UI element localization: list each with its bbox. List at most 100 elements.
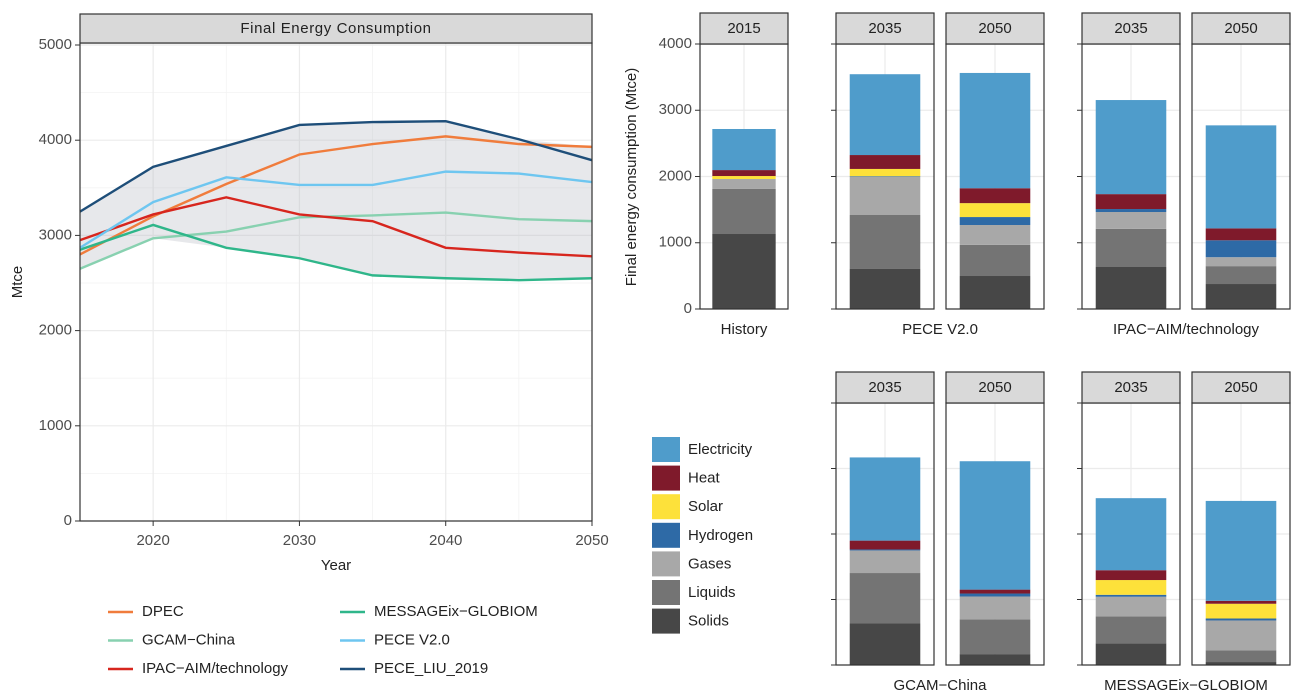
strip: [1081, 12, 1181, 45]
panel-background: [80, 43, 592, 521]
bar-segment: [849, 550, 921, 574]
group-label: PECE V2.0: [902, 321, 978, 338]
y-tick-label: 0: [684, 300, 692, 317]
x-axis-label: Year: [321, 557, 351, 574]
bar-segment: [1205, 662, 1277, 665]
bar-segment: [1095, 570, 1167, 581]
x-tick-label: 2030: [283, 532, 316, 549]
series-line: [79, 119, 593, 213]
bar-segment: [1095, 643, 1167, 665]
bar-segment: [959, 589, 1031, 594]
bar-segment: [959, 188, 1031, 204]
bar-segment: [1205, 266, 1277, 285]
facet-label: 2050: [978, 20, 1011, 37]
bar-segment: [1205, 600, 1277, 604]
bar-segment: [849, 168, 921, 177]
x-tick-label: 2050: [575, 532, 608, 549]
bar-segment: [712, 188, 776, 235]
bar-segment: [959, 203, 1031, 218]
bar-segment: [1095, 194, 1167, 210]
legend-swatch: [652, 608, 680, 634]
y-tick-label: 1000: [659, 234, 692, 251]
group-label: GCAM−China: [894, 677, 988, 694]
bar-segment: [1205, 257, 1277, 267]
bar-segment: [959, 244, 1031, 277]
bar-segment: [849, 457, 921, 541]
bar-segment: [959, 217, 1031, 225]
bar-segment: [959, 593, 1031, 597]
legend-label: GCAM−China: [142, 631, 236, 648]
legend-label: Heat: [688, 470, 721, 487]
bar-segment: [712, 170, 776, 177]
legend-label: IPAC−AIM/technology: [142, 660, 289, 677]
bar-segment: [849, 573, 921, 624]
series-line: [79, 211, 593, 270]
strip: [835, 12, 935, 45]
bar-segment: [959, 224, 1031, 245]
series-line: [79, 223, 593, 282]
legend-label: MESSAGEix−GLOBIOM: [374, 603, 538, 620]
strip: [945, 371, 1045, 404]
bar-segment: [1205, 240, 1277, 258]
y-tick-label: 4000: [39, 131, 72, 148]
bar-segment: [1095, 580, 1167, 595]
bar-segment: [712, 176, 776, 180]
facet-label: 2035: [868, 379, 901, 396]
facet-label: 2035: [1114, 379, 1147, 396]
bar-segment: [959, 461, 1031, 590]
bar-segment: [849, 549, 921, 551]
y-tick-label: 1000: [39, 417, 72, 434]
bar-segment: [712, 234, 776, 309]
strip: [945, 12, 1045, 45]
bar-segment: [1205, 125, 1277, 229]
facet-label: 2015: [727, 20, 760, 37]
facet-label: 2050: [978, 379, 1011, 396]
bar-segment: [959, 596, 1031, 620]
series-line: [79, 170, 593, 249]
strip: [1191, 12, 1291, 45]
bar-segment: [1095, 498, 1167, 571]
bar-segment: [712, 179, 776, 189]
bar-segment: [1095, 228, 1167, 267]
series-line: [79, 196, 593, 258]
legend-label: Electricity: [688, 441, 753, 458]
bar-segment: [712, 128, 776, 171]
bar-segment: [849, 540, 921, 550]
bar-segment: [959, 276, 1031, 309]
legend-label: Solids: [688, 613, 729, 630]
bar-segment: [1205, 618, 1277, 621]
chart-title: Final Energy Consumption: [240, 20, 431, 37]
legend-label: Solar: [688, 498, 723, 515]
x-tick-label: 2020: [136, 532, 169, 549]
bar-segment: [849, 176, 921, 177]
range-ribbon: [80, 121, 592, 281]
bar-segment: [849, 155, 921, 169]
legend-label: Liquids: [688, 584, 736, 601]
y-tick-label: 2000: [659, 167, 692, 184]
strip: [835, 371, 935, 404]
bar-segment: [1205, 603, 1277, 619]
facet-label: 2035: [1114, 20, 1147, 37]
strip: [79, 13, 593, 44]
bar-segment: [849, 268, 921, 309]
strip: [1191, 371, 1291, 404]
y-tick-label: 5000: [39, 36, 72, 53]
bar-segment: [849, 623, 921, 665]
x-tick-label: 2040: [429, 532, 462, 549]
bar-segment: [1205, 500, 1277, 601]
legend-label: DPEC: [142, 603, 184, 620]
bar-segment: [1095, 266, 1167, 309]
group-label: IPAC−AIM/technology: [1113, 321, 1260, 338]
bar-segment: [849, 214, 921, 269]
bar-segment: [1205, 284, 1277, 309]
legend-label: Hydrogen: [688, 527, 753, 544]
legend-swatch: [652, 437, 680, 462]
bar-segment: [959, 72, 1031, 189]
bar-segment: [959, 654, 1031, 665]
y-tick-label: 0: [64, 512, 72, 529]
y-axis-label: Mtce: [9, 266, 26, 299]
bar-segment: [1095, 100, 1167, 195]
bar-segment: [1095, 212, 1167, 229]
legend-swatch: [652, 580, 680, 605]
bar-segment: [1095, 594, 1167, 597]
